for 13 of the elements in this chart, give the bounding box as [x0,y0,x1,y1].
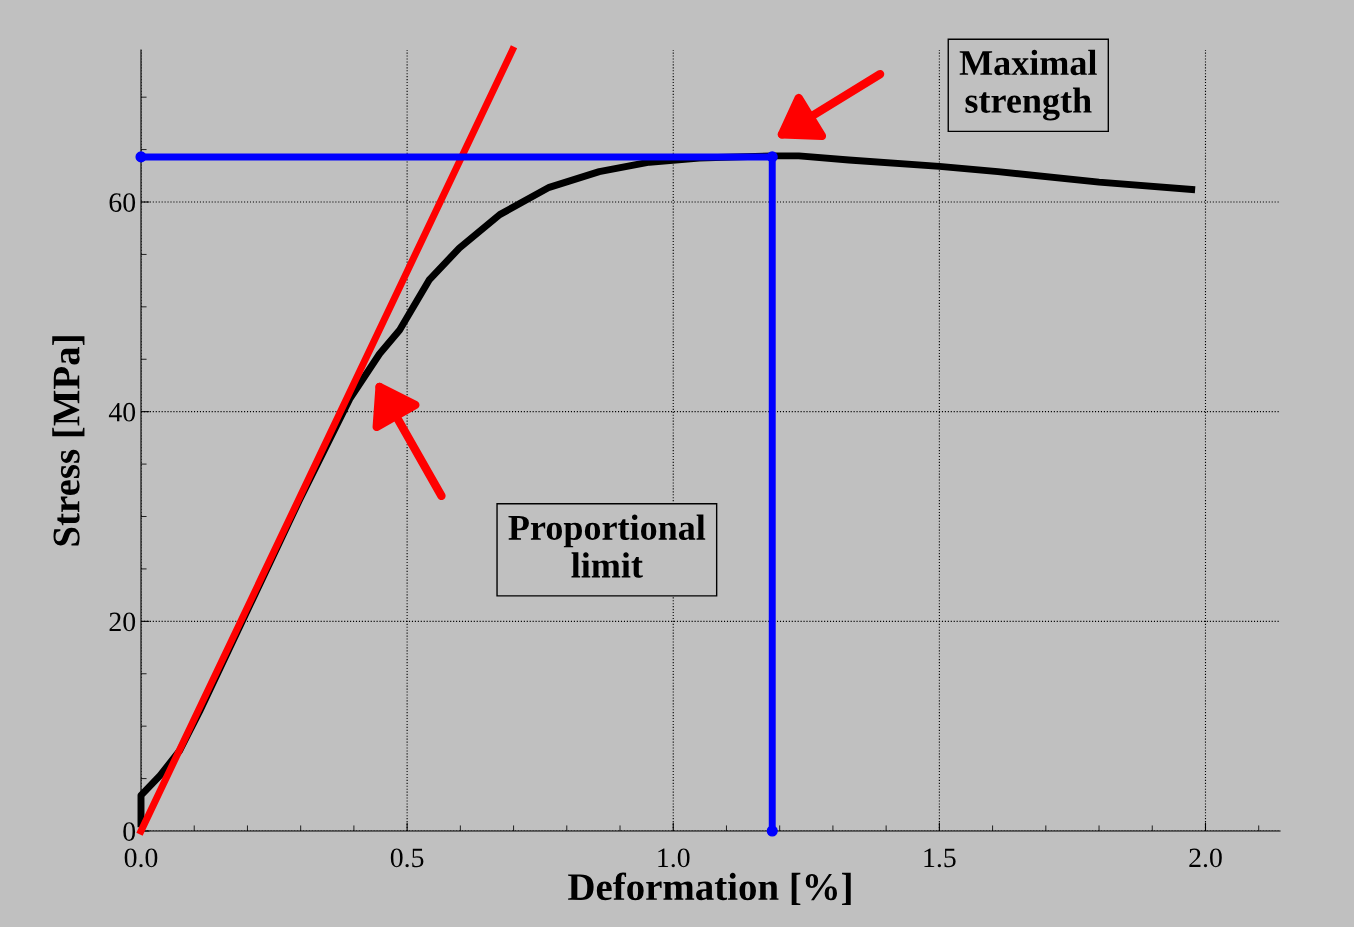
x-tick-label: 1.0 [658,848,690,868]
y-tick-label: 20 [109,612,136,632]
x-axis-title: Deformation [%] [568,872,851,906]
x-tick-label: 0.5 [390,848,424,868]
annotation: Proportional limit [508,514,706,578]
annotation: Maximal strength [959,49,1097,121]
x-tick-label: 2.0 [1189,848,1222,868]
y-tick-label: 40 [108,402,136,422]
y-axis-title: Stress [MPa] [52,336,85,546]
x-tick-label: 1.5 [924,848,956,868]
x-tick-label: 0.0 [124,848,158,868]
y-tick-label: 60 [109,193,136,212]
y-tick-label: 0 [123,822,136,841]
